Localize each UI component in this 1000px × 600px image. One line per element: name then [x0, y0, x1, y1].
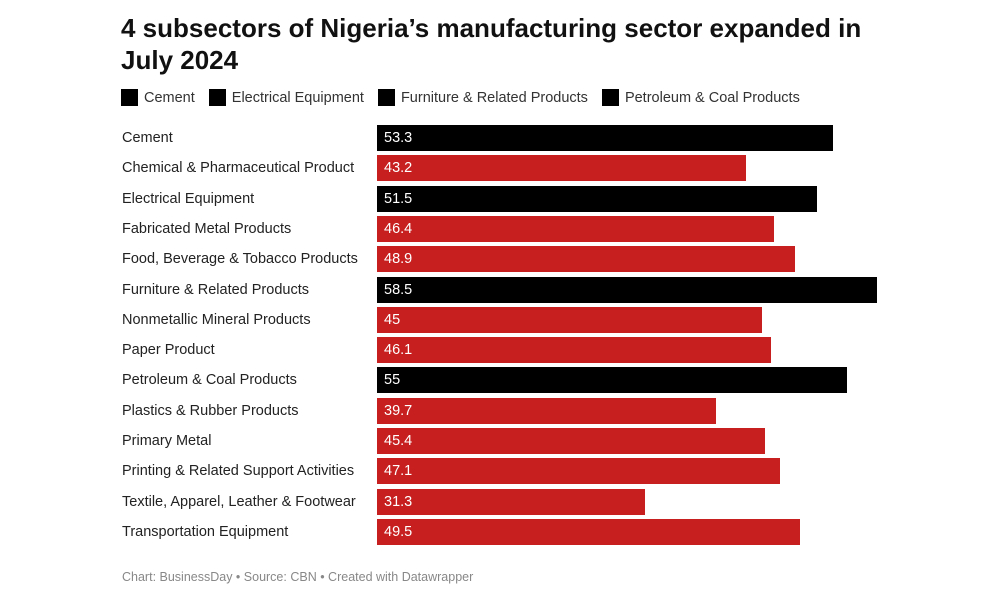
legend-item: Petroleum & Coal Products: [601, 89, 800, 106]
bar: [377, 185, 818, 212]
legend-swatch: [601, 89, 619, 106]
bar: [377, 397, 717, 424]
data-label: 46.4: [384, 220, 413, 237]
chart-footer: Chart: BusinessDay • Source: CBN • Creat…: [122, 570, 474, 584]
category-label: Cement: [122, 130, 173, 146]
legend-item: Cement: [121, 89, 195, 106]
bar: [377, 155, 747, 182]
data-label: 55: [384, 372, 401, 389]
legend-swatch: [121, 89, 138, 106]
bar: [377, 337, 772, 364]
data-label: 47.1: [384, 463, 413, 480]
data-label: 51.5: [384, 190, 413, 207]
category-label: Paper Product: [122, 342, 215, 359]
legend: Cement Electrical Equipment Furniture & Re…: [121, 89, 800, 106]
category-label: Textile, Apparel, Leather & Footwear: [122, 493, 356, 510]
data-label: 49.5: [384, 523, 413, 540]
legend-label: Electrical Equipment: [231, 89, 364, 106]
data-label: 45.4: [384, 433, 413, 449]
bar: [377, 125, 833, 151]
data-label: 46.1: [384, 342, 413, 359]
category-label: Fabricated Metal Products: [122, 220, 292, 237]
data-label: 43.2: [384, 160, 413, 177]
bar: [377, 246, 795, 273]
legend-label: Furniture & Related Products: [400, 89, 588, 106]
category-label: Printing & Related Support Activities: [122, 463, 355, 480]
category-label: Food, Beverage & Tobacco Products: [122, 251, 358, 268]
category-label: Petroleum & Coal Products: [122, 372, 297, 389]
bar: [377, 306, 762, 333]
legend-item: Furniture & Related Products: [377, 89, 588, 106]
bar: [377, 367, 848, 394]
bar: [377, 518, 801, 545]
data-label: 48.9: [384, 251, 413, 268]
category-label: Chemical & Pharmaceutical Product: [122, 160, 355, 177]
category-label: Furniture & Related Products: [122, 281, 309, 298]
category-label: Primary Metal: [122, 433, 212, 449]
bar: [377, 215, 774, 242]
chart-title: 4 subsectors of Nigeria’s manufacturing …: [121, 13, 862, 75]
data-label: 45: [384, 311, 401, 328]
category-label: Electrical Equipment: [122, 190, 255, 207]
data-label: 39.7: [384, 402, 413, 419]
bar: [377, 428, 766, 454]
data-label: 53.3: [384, 130, 413, 146]
legend-swatch: [377, 89, 395, 106]
legend-swatch: [208, 89, 226, 106]
category-label: Nonmetallic Mineral Products: [122, 311, 311, 328]
data-label: 58.5: [384, 281, 413, 298]
data-label: 31.3: [384, 493, 413, 510]
bar: [377, 488, 645, 515]
category-label: Plastics & Rubber Products: [122, 402, 299, 419]
category-label: Transportation Equipment: [122, 523, 289, 540]
bar: [377, 276, 877, 303]
legend-item: Electrical Equipment: [208, 89, 364, 106]
bar: [377, 458, 780, 485]
legend-label: Cement: [144, 89, 195, 106]
legend-label: Petroleum & Coal Products: [624, 89, 800, 106]
